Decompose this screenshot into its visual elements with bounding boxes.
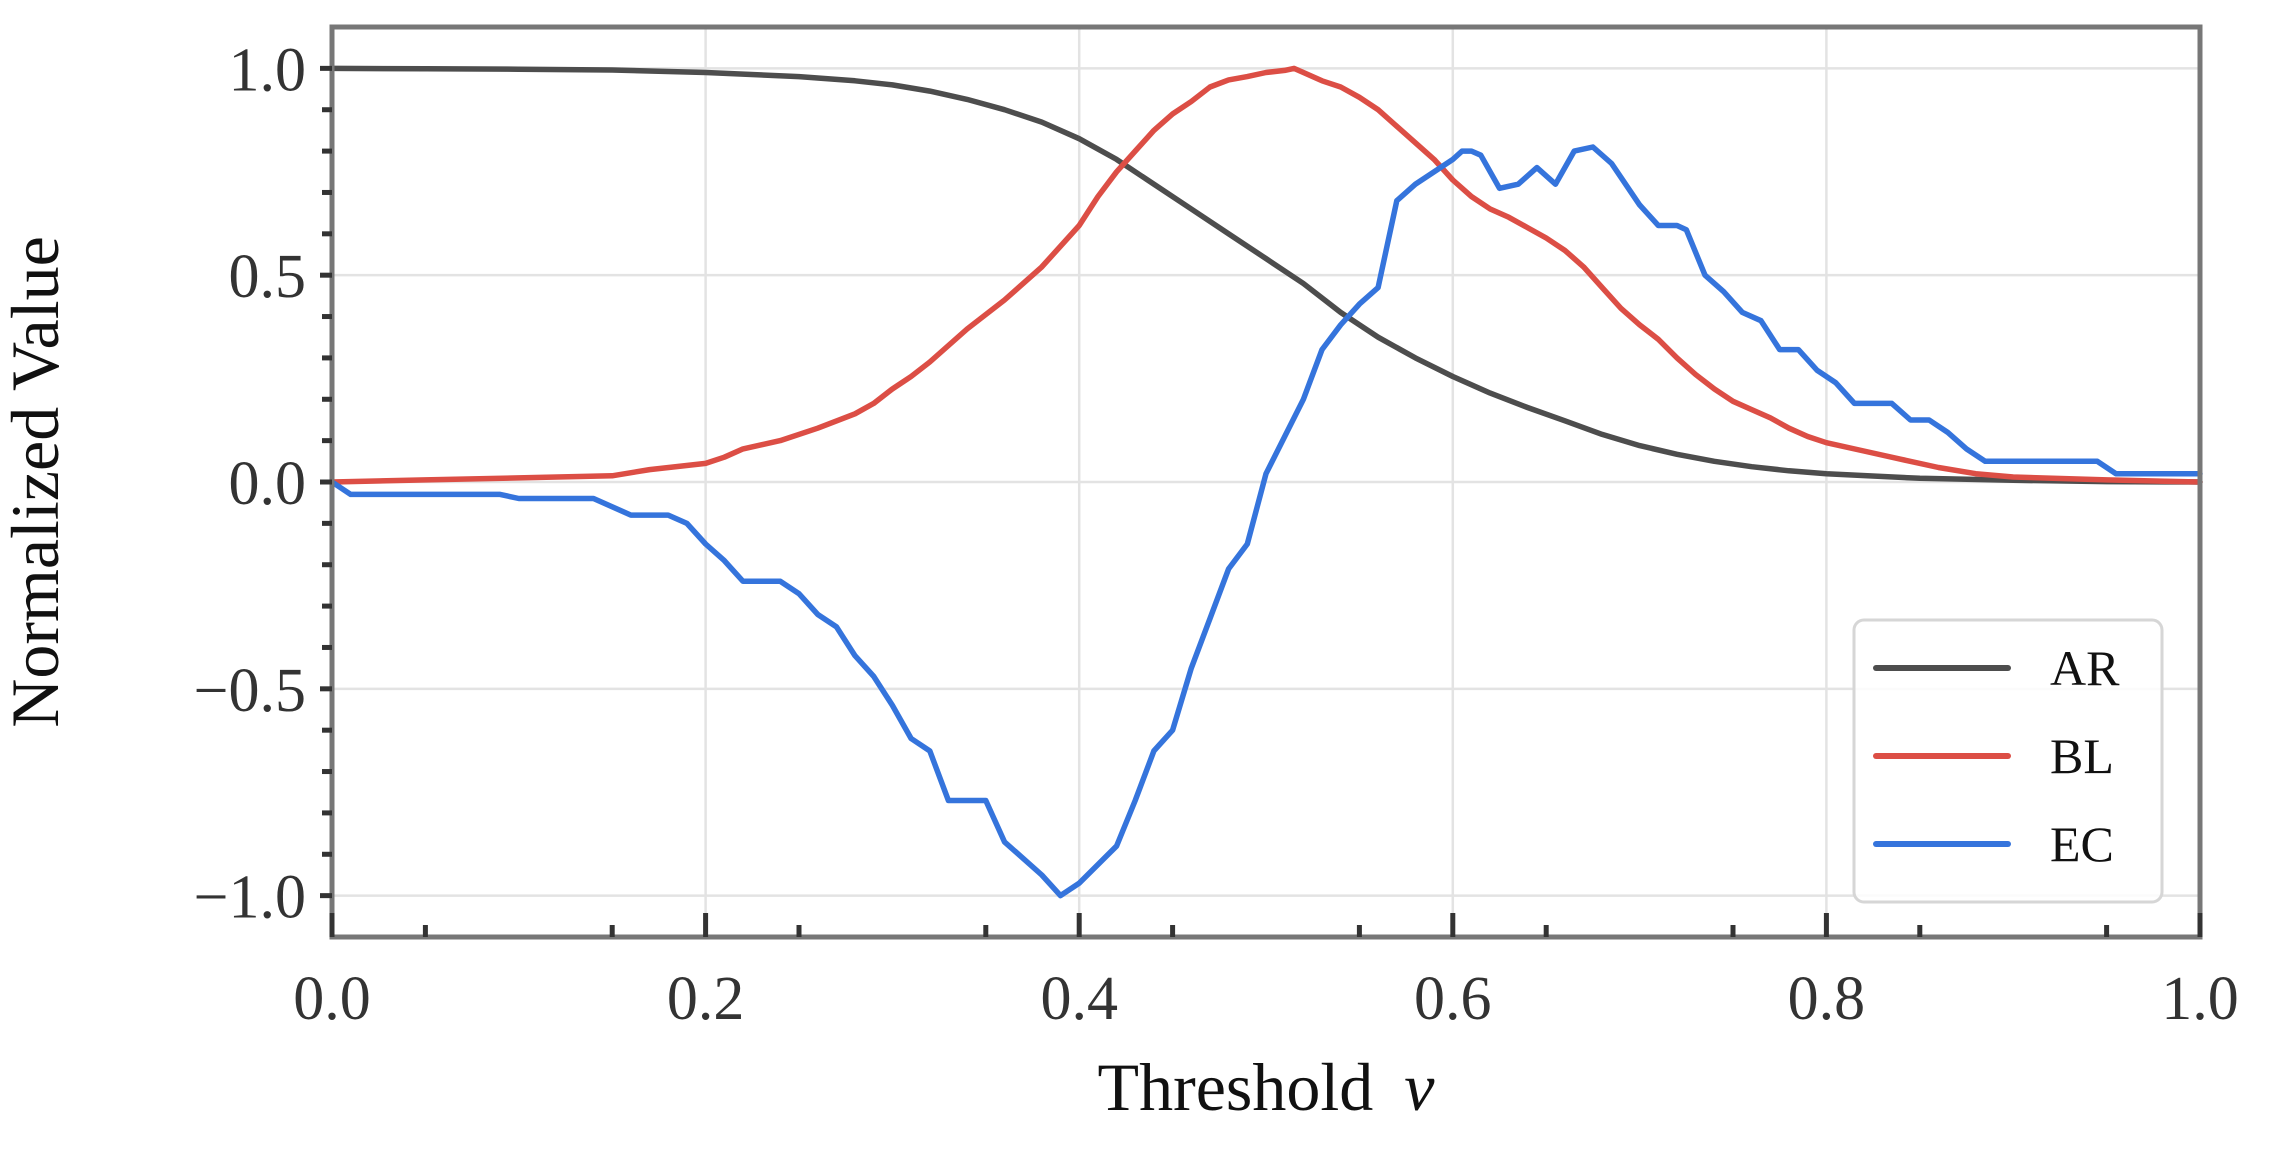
y-tick-label-3: −0.5 [194, 657, 306, 725]
x-tick-label-2: 0.4 [1040, 965, 1118, 1033]
y-tick-label-1: 0.5 [229, 243, 307, 311]
legend: AR BL EC [1852, 618, 2164, 904]
series-line-ar [329, 65, 2203, 485]
series-line-bl [329, 65, 2203, 485]
y-tick-label-4: −1.0 [194, 864, 306, 932]
x-axis-title-text: Threshold [1098, 1049, 1374, 1125]
x-axis-title: Threshold v [1098, 1049, 1436, 1125]
legend-label-ec: EC [2050, 816, 2114, 872]
y-axis-tick-labels: 1.0 0.5 0.0 −0.5 −1.0 [194, 36, 306, 931]
x-tick-label-1: 0.2 [667, 965, 745, 1033]
legend-label-ar: AR [2050, 640, 2120, 696]
x-tick-label-3: 0.6 [1414, 965, 1492, 1033]
y-tick-label-2: 0.0 [229, 450, 307, 518]
legend-box [1852, 618, 2164, 904]
x-axis-variable: v [1404, 1049, 1435, 1125]
x-axis-tick-labels: 0.0 0.2 0.4 0.6 0.8 1.0 [293, 965, 2239, 1033]
x-tick-label-0: 0.0 [293, 965, 371, 1033]
axis-ticks [320, 65, 2203, 937]
series-lines [329, 65, 2203, 899]
y-tick-label-0: 1.0 [229, 36, 307, 104]
x-tick-label-5: 1.0 [2161, 965, 2239, 1033]
x-tick-label-4: 0.8 [1788, 965, 1866, 1033]
legend-label-bl: BL [2050, 728, 2114, 784]
y-axis-title: Normalized Value [0, 236, 73, 728]
series-line-ec [329, 144, 2203, 899]
